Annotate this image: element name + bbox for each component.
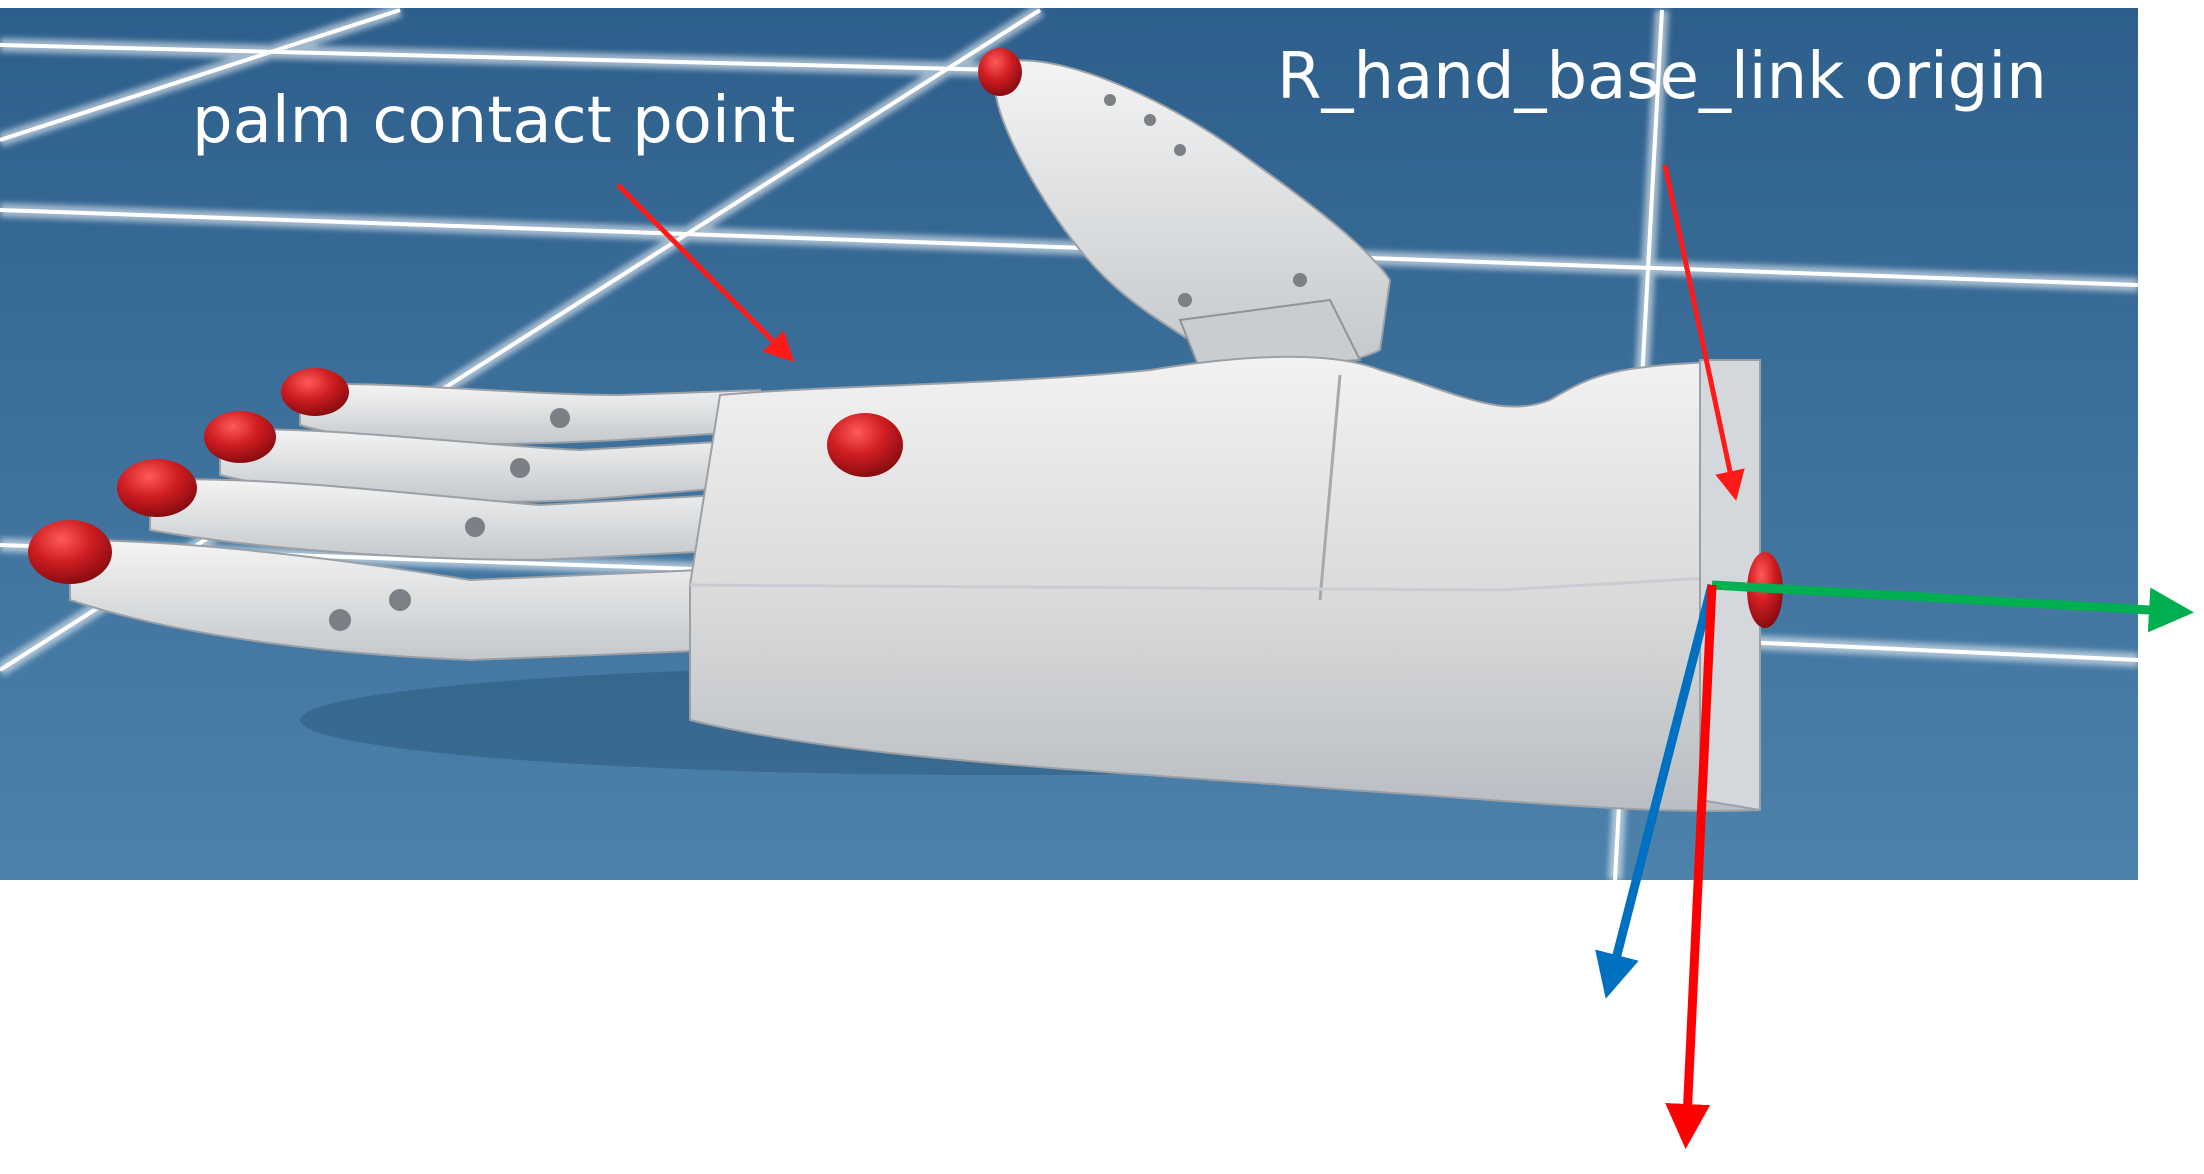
x-axis-arrow: [1665, 584, 1717, 1149]
finger-tip-marker-3: [117, 459, 197, 517]
finger-tip-marker-1: [281, 368, 349, 416]
palm-marker: [827, 413, 903, 477]
marker-spheres: [28, 48, 1783, 628]
robot-hand: [69, 59, 1761, 812]
coordinate-frame: [1595, 580, 2194, 1149]
base-link-pointer: [1662, 164, 1745, 501]
thumb-tip-marker: [978, 48, 1022, 96]
finger-tip-marker-2: [204, 411, 276, 463]
palm-contact-pointer: [616, 183, 795, 363]
base-link-label: R_hand_base_link origin: [1277, 40, 2047, 114]
z-axis-arrow: [1595, 583, 1717, 999]
finger-tip-marker-4: [28, 520, 112, 584]
palm-contact-label: palm contact point: [192, 84, 795, 158]
y-axis-arrow: [1711, 580, 2194, 633]
finger-joints: [329, 408, 570, 631]
palm-body: [689, 355, 1761, 812]
